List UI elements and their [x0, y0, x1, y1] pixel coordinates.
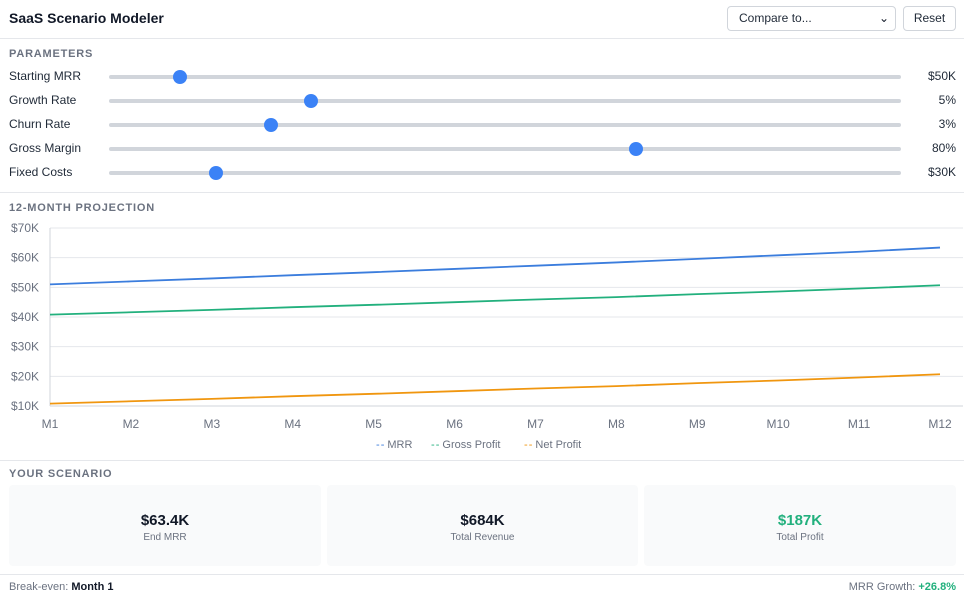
- section-divider: [0, 192, 964, 193]
- param-row-churn-rate: Churn Rate 3%: [0, 114, 964, 134]
- y-tick-label: $70K: [11, 221, 39, 235]
- y-tick-label: $20K: [11, 369, 39, 383]
- param-row-fixed-costs: Fixed Costs $30K: [0, 162, 964, 182]
- x-tick-label: M6: [446, 417, 463, 431]
- x-tick-label: M3: [203, 417, 220, 431]
- card-label: Total Profit: [776, 532, 824, 543]
- mrr-growth-value: +26.8%: [918, 581, 956, 593]
- metric-card-total-profit: $187K Total Profit: [644, 485, 956, 566]
- break-even: Break-even: Month 1: [9, 581, 113, 593]
- section-divider: [0, 460, 964, 461]
- param-row-gross-margin: Gross Margin 80%: [0, 138, 964, 158]
- param-value: 3%: [938, 117, 956, 131]
- legend-item-gross-profit: - - Gross Profit: [431, 439, 500, 451]
- break-even-value: Month 1: [71, 581, 114, 593]
- x-tick-label: M9: [689, 417, 706, 431]
- legend-swatch: - -: [431, 439, 439, 451]
- legend-item-mrr: - - MRR: [376, 439, 412, 451]
- x-tick-label: M11: [848, 417, 871, 431]
- metric-card-end-mrr: $63.4K End MRR: [9, 485, 321, 566]
- break-even-label: Break-even:: [9, 581, 69, 593]
- y-tick-label: $10K: [11, 399, 39, 413]
- param-row-growth-rate: Growth Rate 5%: [0, 90, 964, 110]
- card-value: $187K: [777, 512, 823, 529]
- y-tick-label: $60K: [11, 251, 39, 265]
- churn-rate-slider[interactable]: [109, 123, 901, 127]
- starting-mrr-slider-thumb[interactable]: [173, 70, 188, 84]
- app-title: SaaS Scenario Modeler: [9, 10, 164, 26]
- legend-label: MRR: [387, 439, 413, 451]
- app-header: SaaS Scenario Modeler Compare to... ⌄ Re…: [0, 0, 964, 39]
- y-tick-label: $30K: [11, 340, 39, 354]
- legend-swatch: - -: [524, 439, 532, 451]
- series-line-net-profit: [49, 373, 941, 405]
- card-value: $684K: [460, 512, 505, 529]
- fixed-costs-slider-thumb[interactable]: [208, 166, 223, 180]
- starting-mrr-slider[interactable]: [109, 75, 901, 79]
- mrr-growth-label: MRR Growth:: [848, 581, 916, 593]
- card-label: Total Revenue: [450, 532, 515, 543]
- param-label: Churn Rate: [9, 117, 71, 131]
- y-tick-label: $40K: [11, 310, 39, 324]
- param-value: 5%: [938, 93, 956, 107]
- chart-legend: - - MRR - - Gross Profit - - Net Profit: [0, 439, 964, 453]
- x-tick-label: M1: [42, 417, 59, 431]
- gross-margin-slider[interactable]: [109, 147, 901, 151]
- x-tick-label: M8: [608, 417, 625, 431]
- fixed-costs-slider[interactable]: [109, 171, 901, 175]
- parameters-heading: PARAMETERS: [9, 48, 94, 60]
- y-tick-label: $50K: [11, 280, 39, 294]
- card-value: $63.4K: [140, 512, 190, 529]
- compare-select-value: Compare to...: [739, 11, 812, 25]
- metric-card-total-revenue: $684K Total Revenue: [327, 485, 638, 566]
- x-tick-label: M7: [527, 417, 544, 431]
- projection-heading: 12-MONTH PROJECTION: [9, 202, 155, 214]
- param-label: Gross Margin: [9, 141, 82, 155]
- x-tick-label: M5: [365, 417, 382, 431]
- legend-swatch: - -: [376, 439, 384, 451]
- summary-footer: Break-even: Month 1 MRR Growth: +26.8%: [0, 574, 964, 599]
- param-label: Fixed Costs: [9, 165, 73, 179]
- param-value: $30K: [927, 165, 956, 179]
- compare-select[interactable]: Compare to... ⌄: [727, 6, 896, 31]
- reset-button[interactable]: Reset: [903, 6, 956, 31]
- growth-rate-slider[interactable]: [109, 99, 901, 103]
- series-line-mrr: [49, 246, 941, 286]
- param-label: Growth Rate: [9, 93, 77, 107]
- param-value: $50K: [927, 69, 956, 83]
- series-line-gross-profit: [49, 284, 941, 316]
- param-row-starting-mrr: Starting MRR $50K: [0, 66, 964, 86]
- legend-label: Gross Profit: [442, 439, 501, 451]
- x-tick-label: M2: [123, 417, 140, 431]
- mrr-growth: MRR Growth: +26.8%: [849, 581, 956, 593]
- param-label: Starting MRR: [9, 69, 82, 83]
- scenario-heading: YOUR SCENARIO: [9, 468, 113, 480]
- param-value: 80%: [931, 141, 956, 155]
- x-tick-label: M4: [284, 417, 301, 431]
- churn-rate-slider-thumb[interactable]: [264, 118, 279, 132]
- card-label: End MRR: [143, 532, 187, 543]
- x-tick-label: M12: [928, 417, 952, 431]
- legend-label: Net Profit: [535, 439, 582, 451]
- gross-margin-slider-thumb[interactable]: [628, 142, 643, 156]
- chevron-down-icon: ⌄: [878, 11, 889, 25]
- x-tick-label: M10: [767, 417, 791, 431]
- growth-rate-slider-thumb[interactable]: [303, 94, 318, 108]
- legend-item-net-profit: - - Net Profit: [524, 439, 581, 451]
